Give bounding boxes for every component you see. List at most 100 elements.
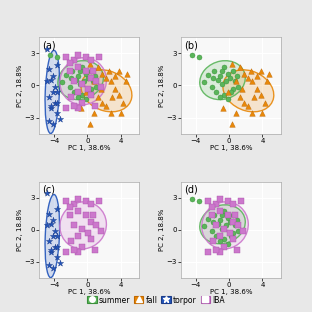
Point (226, 71, 231, 76)
Point (95, 95, 100, 100)
Point (236, 84, 241, 89)
Point (85, 76, 90, 80)
Point (46, 239, 51, 244)
Point (52, 228, 57, 233)
Point (258, 93, 263, 98)
Point (104, 103, 109, 108)
Point (219, 68, 224, 73)
Point (55, 100, 60, 105)
Point (246, 76, 251, 80)
Point (116, 93, 121, 98)
Point (80, 65, 85, 70)
Point (55, 234, 60, 239)
Point (260, 111, 265, 116)
Point (246, 103, 251, 108)
Point (242, 100, 247, 105)
Point (87, 121, 92, 126)
Point (55, 54, 60, 59)
Point (55, 244, 60, 249)
Point (57, 116, 62, 121)
Ellipse shape (45, 50, 60, 134)
Point (91, 79, 96, 84)
Point (223, 79, 228, 84)
Point (237, 95, 242, 100)
Point (83, 90, 88, 95)
Point (258, 68, 263, 73)
Point (74, 78, 79, 83)
Point (88, 202, 93, 207)
Text: (d): (d) (184, 184, 197, 194)
Point (85, 86, 90, 91)
Point (222, 65, 227, 70)
Point (217, 196, 222, 201)
Point (80, 244, 85, 249)
Point (46, 118, 51, 123)
X-axis label: PC 1, 38.6%: PC 1, 38.6% (68, 289, 110, 295)
Point (236, 228, 241, 233)
Point (212, 212, 217, 217)
X-axis label: PC 1, 38.6%: PC 1, 38.6% (210, 145, 252, 151)
Point (252, 95, 257, 100)
Point (88, 93, 93, 98)
Point (233, 79, 238, 84)
Point (63, 198, 68, 203)
Point (67, 84, 72, 89)
Point (70, 68, 75, 73)
Point (51, 90, 56, 95)
Point (49, 103, 54, 108)
Point (213, 202, 218, 207)
Point (225, 90, 230, 95)
Point (213, 223, 218, 228)
Point (90, 212, 95, 217)
Point (197, 198, 202, 203)
Point (80, 93, 85, 98)
Point (230, 86, 235, 91)
Point (90, 79, 95, 84)
Point (262, 100, 267, 105)
Point (213, 234, 218, 239)
Point (45, 47, 50, 52)
Point (223, 223, 228, 228)
Point (123, 79, 128, 84)
Point (46, 95, 51, 100)
Point (45, 191, 50, 196)
Ellipse shape (223, 70, 274, 112)
Point (55, 63, 60, 68)
Point (226, 212, 231, 217)
Point (210, 220, 215, 225)
Point (108, 111, 113, 116)
Point (88, 237, 93, 242)
Point (63, 250, 68, 255)
Point (60, 80, 65, 85)
Point (121, 100, 126, 105)
Point (254, 86, 259, 91)
Point (106, 68, 111, 73)
Point (230, 237, 235, 242)
Point (77, 82, 82, 87)
Point (217, 234, 222, 239)
Point (77, 68, 82, 73)
Point (227, 76, 232, 80)
Point (125, 71, 130, 76)
Point (98, 86, 103, 91)
Point (217, 250, 222, 255)
Point (85, 230, 90, 235)
Point (76, 65, 80, 70)
Point (84, 54, 89, 59)
Point (250, 79, 255, 84)
Point (234, 217, 239, 222)
Point (222, 226, 227, 231)
Point (87, 62, 92, 67)
Point (96, 198, 101, 203)
Point (234, 247, 239, 252)
Ellipse shape (60, 58, 106, 105)
Point (242, 71, 247, 76)
Point (46, 67, 51, 72)
Point (213, 90, 218, 95)
Point (57, 260, 62, 265)
Point (51, 234, 56, 239)
Ellipse shape (81, 70, 132, 112)
Point (202, 80, 207, 85)
Point (52, 100, 57, 105)
Point (238, 198, 243, 203)
